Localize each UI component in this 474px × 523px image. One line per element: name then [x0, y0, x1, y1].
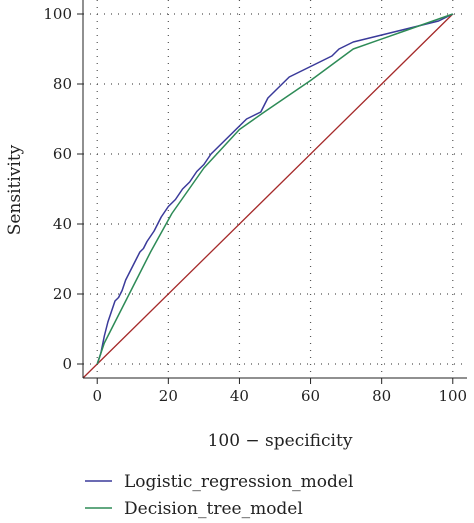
x-tick-label-100: 100: [438, 387, 467, 405]
x-tick-label-60: 60: [301, 387, 320, 405]
series-lines: [96, 13, 454, 365]
y-tick-label-40: 40: [53, 215, 72, 233]
legend-label-logistic: Logistic_regression_model: [124, 472, 353, 492]
legend-label-decision-tree: Decision_tree_model: [124, 499, 303, 519]
series-line-decision-tree-model: [96, 13, 454, 365]
axes: [77, 0, 467, 384]
x-axis-title: 100 − specificity: [208, 431, 353, 451]
y-tick-label-0: 0: [62, 355, 72, 373]
grid: [83, 0, 467, 378]
y-axis-title: Sensitivity: [5, 144, 25, 235]
x-tick-label-80: 80: [372, 387, 391, 405]
y-tick-label-100: 100: [43, 5, 72, 23]
reference-line: [82, 13, 454, 379]
y-tick-label-20: 20: [53, 285, 72, 303]
y-tick-label-60: 60: [53, 145, 72, 163]
x-tick-label-40: 40: [230, 387, 249, 405]
tick-labels: 0 20 40 60 80 100 0 20 40 60 80 100: [43, 5, 467, 405]
x-tick-label-20: 20: [159, 387, 178, 405]
diagonal-reference-line: [82, 13, 454, 379]
series-line-logistic-regression-model: [96, 13, 454, 365]
legend: Logistic_regression_model Decision_tree_…: [85, 472, 353, 519]
y-tick-label-80: 80: [53, 75, 72, 93]
x-tick-label-0: 0: [92, 387, 102, 405]
